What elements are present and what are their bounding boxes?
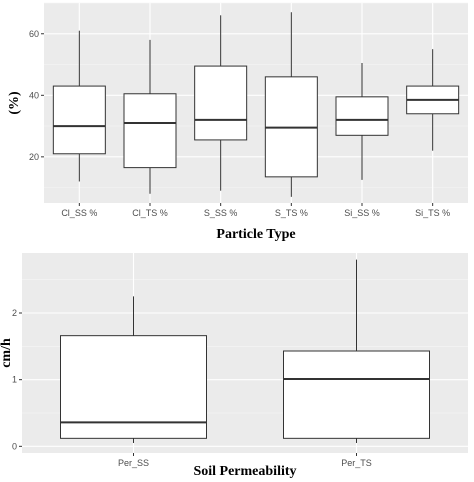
box-per-ts bbox=[283, 350, 430, 439]
y-tick-label: 2 bbox=[12, 308, 17, 318]
x-tick-label: Per_SS bbox=[118, 458, 149, 468]
box-cl-ss- bbox=[52, 85, 106, 155]
particle-type-boxplot: 20 40 60 Cl_SS % Cl_TS % S_SS % S_TS % Si_SS % S… bbox=[7, 2, 468, 242]
y-axis-title: (%) bbox=[7, 91, 22, 115]
x-axis-title: Particle Type bbox=[216, 227, 295, 242]
y-tick-label: 20 bbox=[29, 152, 39, 162]
y-tick-label: 1 bbox=[12, 375, 17, 385]
box-s-ss- bbox=[194, 65, 248, 141]
y-tick-label: 40 bbox=[29, 90, 39, 100]
x-tick-label: S_SS % bbox=[204, 208, 238, 218]
box-si-ss- bbox=[335, 96, 389, 136]
x-tick-label: S_TS % bbox=[275, 208, 308, 218]
x-tick-label: Cl_TS % bbox=[132, 208, 168, 218]
y-tick-label: 60 bbox=[29, 29, 39, 39]
x-tick-label: Per_TS bbox=[341, 458, 372, 468]
plot-panel bbox=[44, 3, 468, 203]
x-tick-label: Si_TS % bbox=[415, 208, 450, 218]
box-per-ss bbox=[60, 335, 207, 439]
soil-permeability-boxplot: 0 1 2 Per_SS Per_TS Soil Permeability cm/h bbox=[0, 253, 468, 479]
x-tick-label: Si_SS % bbox=[344, 208, 380, 218]
x-tick-label: Cl_SS % bbox=[61, 208, 97, 218]
y-tick-label: 0 bbox=[12, 441, 17, 451]
box-cl-ts- bbox=[123, 93, 177, 169]
y-axis-title: cm/h bbox=[0, 338, 14, 368]
x-axis-title: Soil Permeability bbox=[193, 464, 296, 479]
